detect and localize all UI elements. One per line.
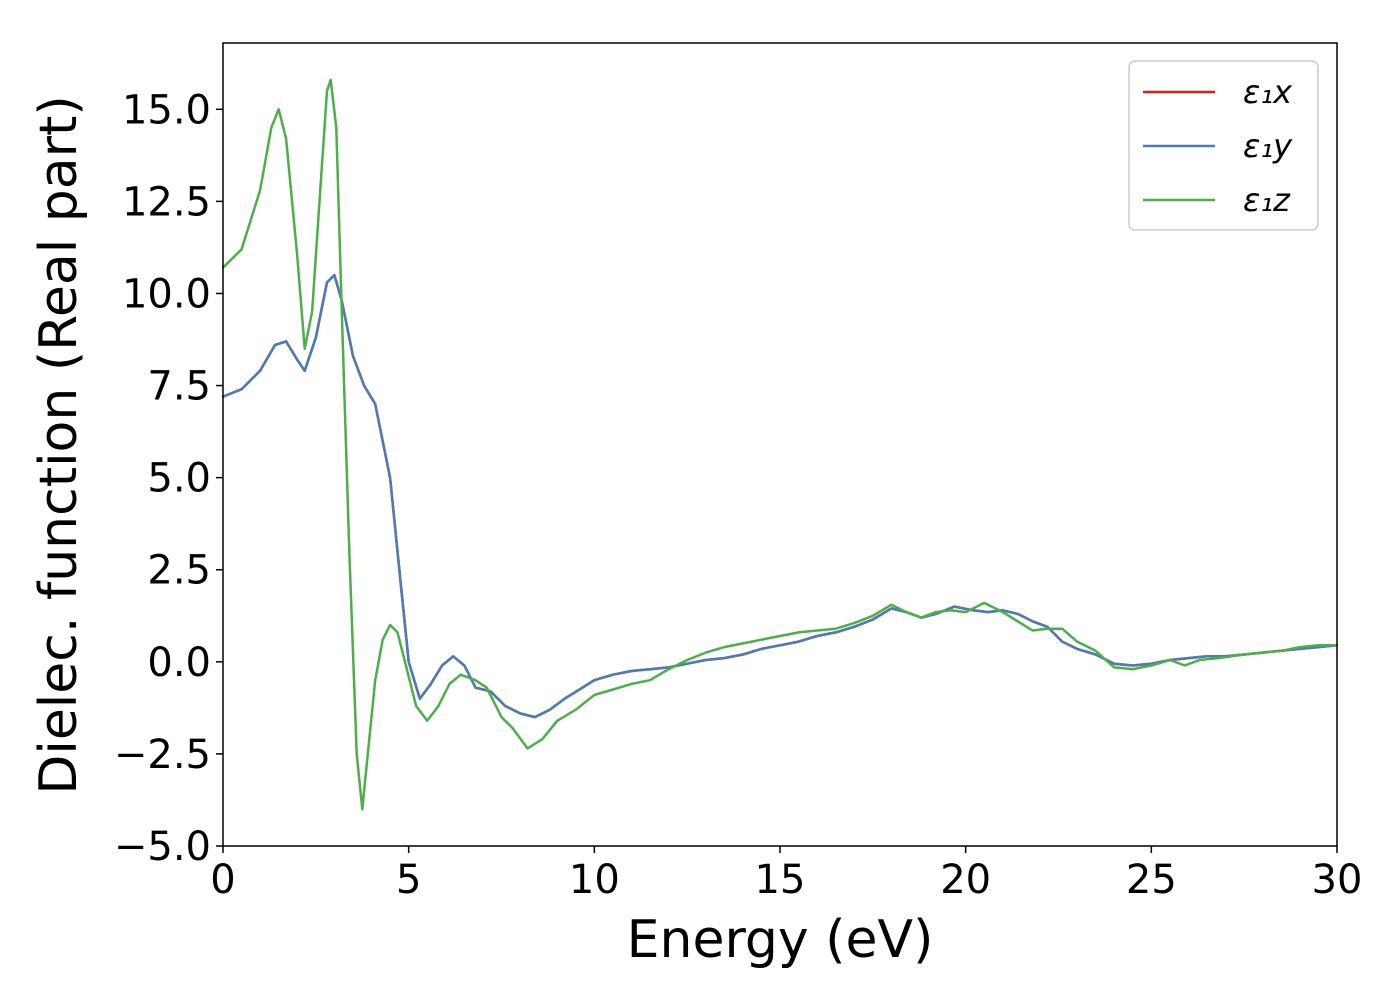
y-axis-ticks: −5.0 −2.5 0.0 2.5 5.0 7.5 10.0 12.5 15.0 bbox=[114, 87, 223, 870]
y-tick-label: 5.0 bbox=[147, 456, 211, 502]
y-tick-label: 12.5 bbox=[122, 179, 211, 225]
y-tick-label: 15.0 bbox=[122, 87, 211, 133]
legend-label-2: ε₁y bbox=[1243, 127, 1293, 165]
y-tick-label: 2.5 bbox=[147, 548, 211, 594]
x-tick-label: 20 bbox=[940, 857, 991, 903]
legend-label-1: ε₁x bbox=[1243, 73, 1293, 111]
series-line-2 bbox=[221, 273, 1339, 719]
y-tick-label: −2.5 bbox=[114, 732, 211, 778]
legend: ε₁x ε₁y ε₁z bbox=[1128, 60, 1319, 231]
x-tick-label: 0 bbox=[210, 857, 235, 903]
x-tick-label: 30 bbox=[1312, 857, 1363, 903]
series-line-3 bbox=[221, 78, 1339, 811]
x-axis-label: Energy (eV) bbox=[627, 910, 934, 970]
x-tick-label: 15 bbox=[755, 857, 806, 903]
legend-box bbox=[1128, 60, 1319, 231]
x-axis-ticks: 0 5 10 15 20 25 30 bbox=[210, 846, 1362, 903]
y-tick-label: −5.0 bbox=[114, 824, 211, 870]
x-tick-label: 25 bbox=[1126, 857, 1177, 903]
y-axis-label: Dielec. function (Real part) bbox=[29, 95, 89, 794]
x-tick-label: 10 bbox=[569, 857, 620, 903]
x-tick-label: 5 bbox=[396, 857, 421, 903]
y-tick-label: 7.5 bbox=[147, 364, 211, 410]
y-tick-label: 10.0 bbox=[122, 271, 211, 317]
series-layer bbox=[221, 78, 1339, 811]
legend-label-3: ε₁z bbox=[1243, 181, 1291, 219]
y-tick-label: 0.0 bbox=[147, 640, 211, 686]
